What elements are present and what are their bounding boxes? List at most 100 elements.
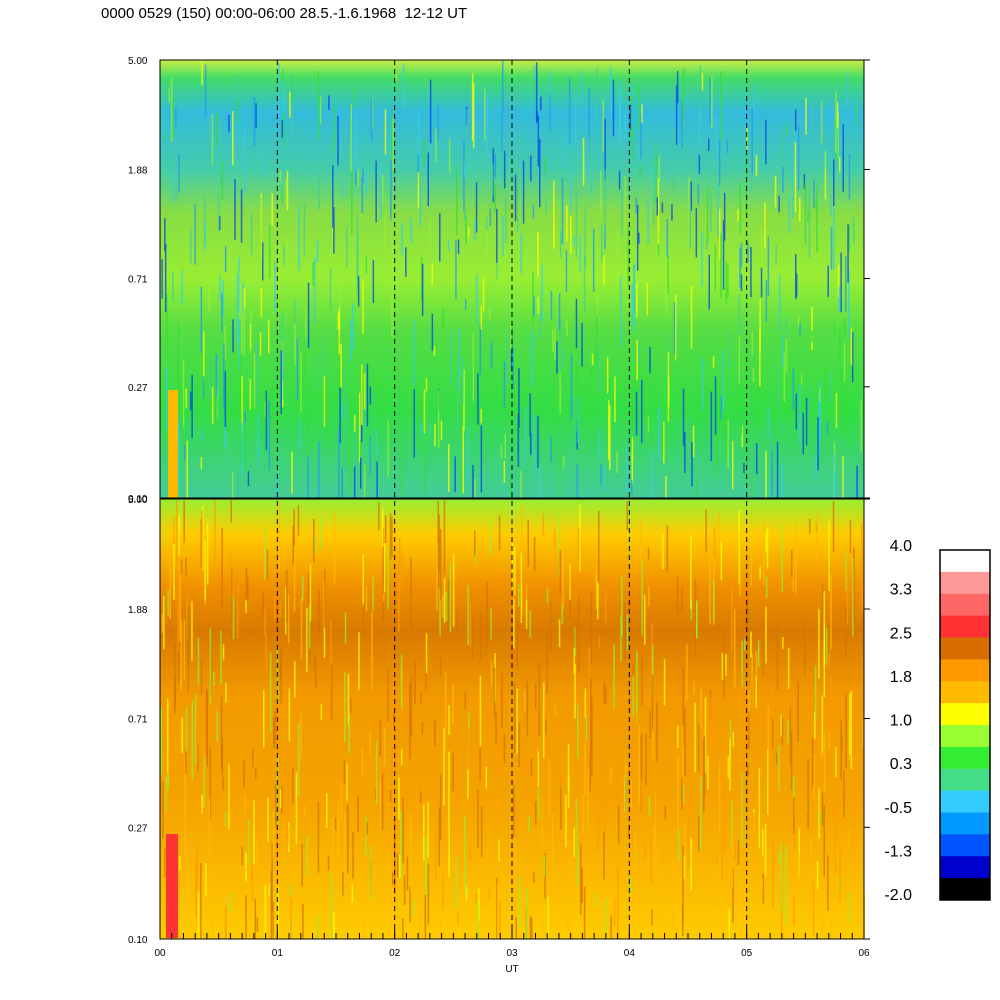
bottom-texture-streak: [541, 797, 543, 846]
bottom-texture-streak: [309, 564, 312, 622]
bottom-texture-streak: [379, 720, 382, 782]
top-texture-streak: [342, 181, 344, 198]
top-texture-streak: [391, 109, 394, 161]
top-texture-streak: [380, 162, 382, 219]
top-texture-streak: [741, 425, 744, 447]
top-texture-streak: [729, 243, 732, 292]
top-texture-streak: [785, 337, 788, 373]
bottom-texture-streak: [568, 861, 571, 939]
bottom-texture-streak: [525, 585, 528, 615]
top-texture-streak: [413, 319, 415, 387]
bottom-texture-streak: [789, 707, 792, 765]
bottom-texture-streak: [423, 804, 425, 861]
bottom-texture-streak: [196, 712, 198, 761]
top-texture-streak: [316, 240, 319, 263]
top-texture-streak: [612, 79, 615, 137]
colorbar-label: -2.0: [884, 887, 912, 904]
top-texture-streak: [665, 476, 667, 498]
bottom-texture-streak: [574, 663, 576, 719]
top-texture-streak: [480, 305, 483, 330]
bottom-texture-streak: [410, 674, 413, 737]
bottom-texture-streak: [288, 688, 291, 742]
bottom-texture-streak: [664, 806, 667, 820]
bottom-texture-streak: [510, 782, 513, 842]
top-texture-streak: [656, 197, 658, 216]
top-texture-streak: [706, 237, 708, 251]
top-texture-streak: [845, 377, 848, 435]
bottom-texture-streak: [621, 575, 623, 638]
top-texture-streak: [706, 185, 709, 244]
top-texture-streak: [281, 186, 283, 204]
top-texture-streak: [601, 225, 603, 261]
top-texture-streak: [533, 413, 535, 479]
bottom-texture-streak: [285, 586, 287, 635]
top-texture-streak: [268, 224, 271, 279]
bottom-texture-streak: [793, 894, 795, 926]
bottom-texture-streak: [795, 523, 797, 594]
top-texture-streak: [746, 128, 748, 150]
bottom-texture-streak: [861, 585, 864, 613]
top-texture-streak: [549, 70, 552, 101]
bottom-texture-streak: [443, 500, 446, 579]
top-texture-streak: [338, 308, 341, 354]
bottom-texture-streak: [721, 652, 724, 680]
bottom-texture-streak: [194, 694, 197, 766]
top-texture-streak: [711, 75, 713, 128]
top-texture-streak: [658, 155, 661, 182]
bottom-texture-streak: [780, 842, 782, 913]
top-texture-streak: [689, 205, 691, 249]
bottom-texture-streak: [270, 871, 273, 939]
top-texture-streak: [681, 101, 683, 148]
bottom-texture-streak: [718, 761, 721, 833]
top-texture-streak: [782, 129, 784, 176]
top-texture-streak: [464, 207, 466, 221]
x-axis-label: UT: [505, 964, 518, 975]
top-texture-streak: [550, 436, 552, 463]
bottom-texture-streak: [209, 628, 212, 704]
top-texture-streak: [570, 216, 572, 254]
bottom-texture-streak: [369, 882, 371, 895]
top-texture-streak: [661, 202, 664, 213]
top-texture-streak: [520, 470, 522, 498]
top-texture-streak: [653, 196, 655, 226]
top-texture-streak: [690, 285, 693, 349]
bottom-texture-streak: [682, 904, 684, 937]
top-texture-streak: [203, 331, 205, 382]
top-texture-streak: [738, 294, 741, 360]
bottom-texture-streak: [174, 643, 176, 715]
colorbar-swatch: [940, 571, 990, 595]
top-texture-streak: [264, 401, 266, 418]
bottom-texture-streak: [597, 581, 599, 620]
top-texture-streak: [340, 344, 342, 388]
bottom-texture-streak: [765, 576, 768, 599]
top-texture-streak: [765, 119, 767, 165]
bottom-texture-streak: [358, 632, 360, 691]
bottom-texture-streak: [697, 723, 700, 773]
top-texture-streak: [696, 477, 698, 498]
bottom-texture-streak: [486, 581, 488, 648]
top-texture-streak: [566, 320, 568, 336]
bottom-texture-streak: [220, 696, 223, 770]
top-texture-streak: [283, 111, 285, 148]
bottom-texture-streak: [287, 826, 289, 845]
top-texture-streak: [610, 66, 612, 116]
bottom-texture-streak: [847, 830, 850, 848]
bottom-texture-streak: [787, 647, 790, 689]
bottom-texture-streak: [514, 546, 516, 596]
bottom-texture-streak: [398, 776, 400, 821]
bottom-texture-streak: [269, 652, 272, 733]
bottom-texture-streak: [516, 800, 518, 836]
top-texture-streak: [472, 465, 474, 498]
top-texture-streak: [186, 440, 188, 498]
bottom-texture-streak: [750, 631, 752, 658]
bottom-texture-streak: [250, 869, 253, 892]
bottom-texture-streak: [718, 511, 720, 543]
bottom-texture-streak: [603, 704, 605, 737]
top-texture-streak: [503, 460, 506, 483]
bottom-texture-streak: [562, 555, 564, 610]
top-texture-streak: [297, 122, 300, 179]
top-texture-streak: [830, 194, 832, 217]
top-texture-streak: [783, 421, 785, 435]
top-texture-streak: [795, 273, 798, 298]
top-texture-streak: [807, 209, 809, 222]
